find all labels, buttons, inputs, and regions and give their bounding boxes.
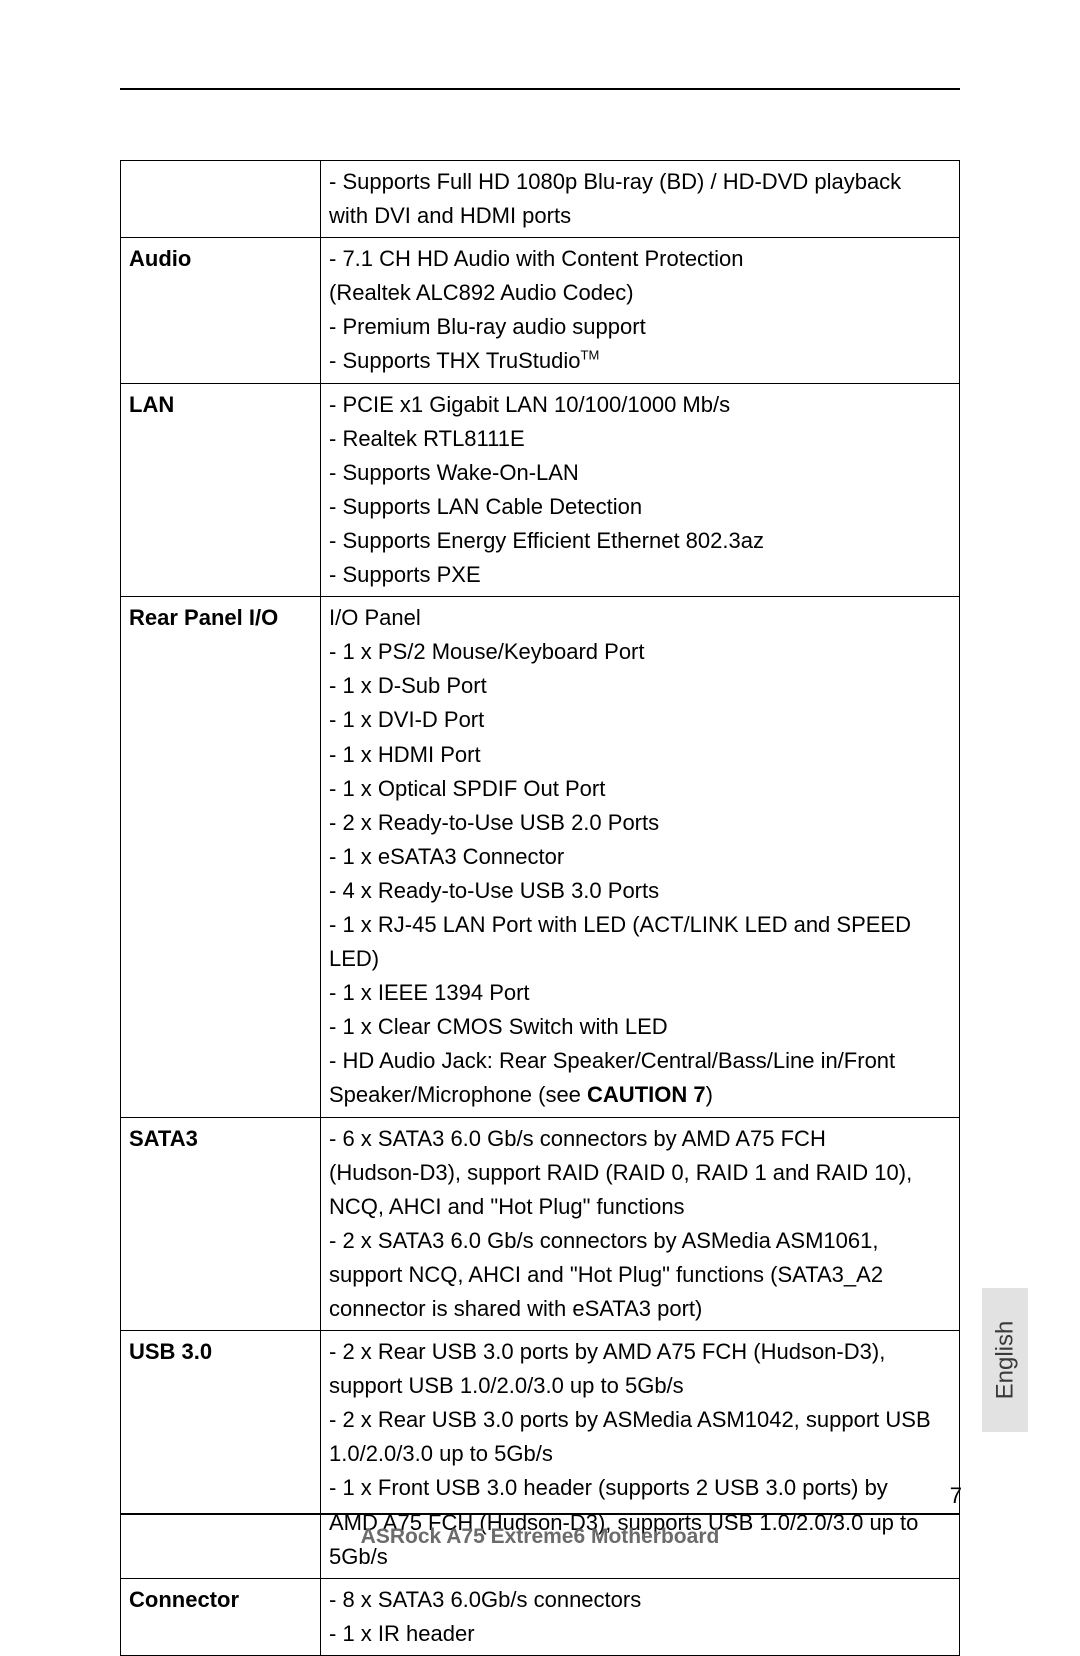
table-row: Connector- 8 x SATA3 6.0Gb/s connectors-… — [121, 1578, 960, 1655]
spec-line: - 4 x Ready-to-Use USB 3.0 Ports — [329, 874, 951, 908]
spec-line: - Supports Wake-On-LAN — [329, 456, 951, 490]
spec-label: Rear Panel I/O — [121, 597, 321, 1117]
spec-line: - 1 x HDMI Port — [329, 738, 951, 772]
spec-line: - 1 x RJ-45 LAN Port with LED (ACT/LINK … — [329, 908, 951, 942]
spec-line: - 2 x Ready-to-Use USB 2.0 Ports — [329, 806, 951, 840]
spec-line: - 2 x Rear USB 3.0 ports by AMD A75 FCH … — [329, 1335, 951, 1369]
language-tab: English — [982, 1288, 1028, 1432]
spec-line: connector is shared with eSATA3 port) — [329, 1292, 951, 1326]
table-row: Rear Panel I/OI/O Panel- 1 x PS/2 Mouse/… — [121, 597, 960, 1117]
page: - Supports Full HD 1080p Blu-ray (BD) / … — [0, 0, 1080, 1619]
footer-rule — [120, 1513, 960, 1515]
footer-text: ASRock A75 Extreme6 Motherboard — [120, 1525, 960, 1549]
spec-line: - Supports LAN Cable Detection — [329, 490, 951, 524]
spec-value: - 7.1 CH HD Audio with Content Protectio… — [321, 238, 960, 383]
spec-line: support USB 1.0/2.0/3.0 up to 5Gb/s — [329, 1369, 951, 1403]
spec-line: - 2 x Rear USB 3.0 ports by ASMedia ASM1… — [329, 1403, 951, 1437]
spec-line: - Supports Full HD 1080p Blu-ray (BD) / … — [329, 165, 951, 199]
spec-label: SATA3 — [121, 1117, 321, 1331]
spec-line: - 1 x D-Sub Port — [329, 669, 951, 703]
spec-label: LAN — [121, 383, 321, 597]
spec-line: - 6 x SATA3 6.0 Gb/s connectors by AMD A… — [329, 1122, 951, 1156]
spec-line: - 1 x eSATA3 Connector — [329, 840, 951, 874]
spec-line: - 2 x SATA3 6.0 Gb/s connectors by ASMed… — [329, 1224, 951, 1258]
spec-label: Connector — [121, 1578, 321, 1655]
trademark-icon: TM — [581, 348, 600, 363]
table-row: LAN- PCIE x1 Gigabit LAN 10/100/1000 Mb/… — [121, 383, 960, 597]
table-row: SATA3- 6 x SATA3 6.0 Gb/s connectors by … — [121, 1117, 960, 1331]
spec-line: LED) — [329, 942, 951, 976]
spec-line: - 1 x IR header — [329, 1617, 951, 1651]
footer: 7 ASRock A75 Extreme6 Motherboard — [120, 1513, 960, 1549]
spec-line: Speaker/Microphone (see CAUTION 7) — [329, 1078, 951, 1112]
spec-value: - PCIE x1 Gigabit LAN 10/100/1000 Mb/s- … — [321, 383, 960, 597]
spec-line: - 7.1 CH HD Audio with Content Protectio… — [329, 242, 951, 276]
spec-line: - PCIE x1 Gigabit LAN 10/100/1000 Mb/s — [329, 388, 951, 422]
spec-value: I/O Panel- 1 x PS/2 Mouse/Keyboard Port-… — [321, 597, 960, 1117]
spec-label: Audio — [121, 238, 321, 383]
top-rule — [120, 88, 960, 90]
spec-line: - Premium Blu-ray audio support — [329, 310, 951, 344]
spec-line: NCQ, AHCI and "Hot Plug" functions — [329, 1190, 951, 1224]
spec-value: - 8 x SATA3 6.0Gb/s connectors- 1 x IR h… — [321, 1578, 960, 1655]
spec-line: I/O Panel — [329, 601, 951, 635]
page-number: 7 — [950, 1483, 962, 1509]
spec-line: - Supports Energy Efficient Ethernet 802… — [329, 524, 951, 558]
spec-line: support NCQ, AHCI and "Hot Plug" functio… — [329, 1258, 951, 1292]
language-tab-label: English — [991, 1321, 1019, 1400]
spec-table: - Supports Full HD 1080p Blu-ray (BD) / … — [120, 160, 960, 1656]
spec-line: (Hudson-D3), support RAID (RAID 0, RAID … — [329, 1156, 951, 1190]
spec-line: - Supports PXE — [329, 558, 951, 592]
spec-value: - 6 x SATA3 6.0 Gb/s connectors by AMD A… — [321, 1117, 960, 1331]
caution-ref: CAUTION 7 — [587, 1082, 706, 1107]
spec-line: - 1 x DVI-D Port — [329, 703, 951, 737]
table-row: - Supports Full HD 1080p Blu-ray (BD) / … — [121, 161, 960, 238]
spec-line: - Realtek RTL8111E — [329, 422, 951, 456]
table-row: Audio- 7.1 CH HD Audio with Content Prot… — [121, 238, 960, 383]
spec-line: - 8 x SATA3 6.0Gb/s connectors — [329, 1583, 951, 1617]
spec-line: with DVI and HDMI ports — [329, 199, 951, 233]
spec-value: - Supports Full HD 1080p Blu-ray (BD) / … — [321, 161, 960, 238]
spec-line: - 1 x Clear CMOS Switch with LED — [329, 1010, 951, 1044]
spec-line: - Supports THX TruStudioTM — [329, 344, 951, 378]
spec-line: 1.0/2.0/3.0 up to 5Gb/s — [329, 1437, 951, 1471]
spec-line: (Realtek ALC892 Audio Codec) — [329, 276, 951, 310]
spec-line: - HD Audio Jack: Rear Speaker/Central/Ba… — [329, 1044, 951, 1078]
spec-line: - 1 x PS/2 Mouse/Keyboard Port — [329, 635, 951, 669]
spec-line: - 1 x Optical SPDIF Out Port — [329, 772, 951, 806]
spec-label — [121, 161, 321, 238]
spec-line: - 1 x Front USB 3.0 header (supports 2 U… — [329, 1471, 951, 1505]
spec-table-body: - Supports Full HD 1080p Blu-ray (BD) / … — [121, 161, 960, 1656]
spec-line: - 1 x IEEE 1394 Port — [329, 976, 951, 1010]
